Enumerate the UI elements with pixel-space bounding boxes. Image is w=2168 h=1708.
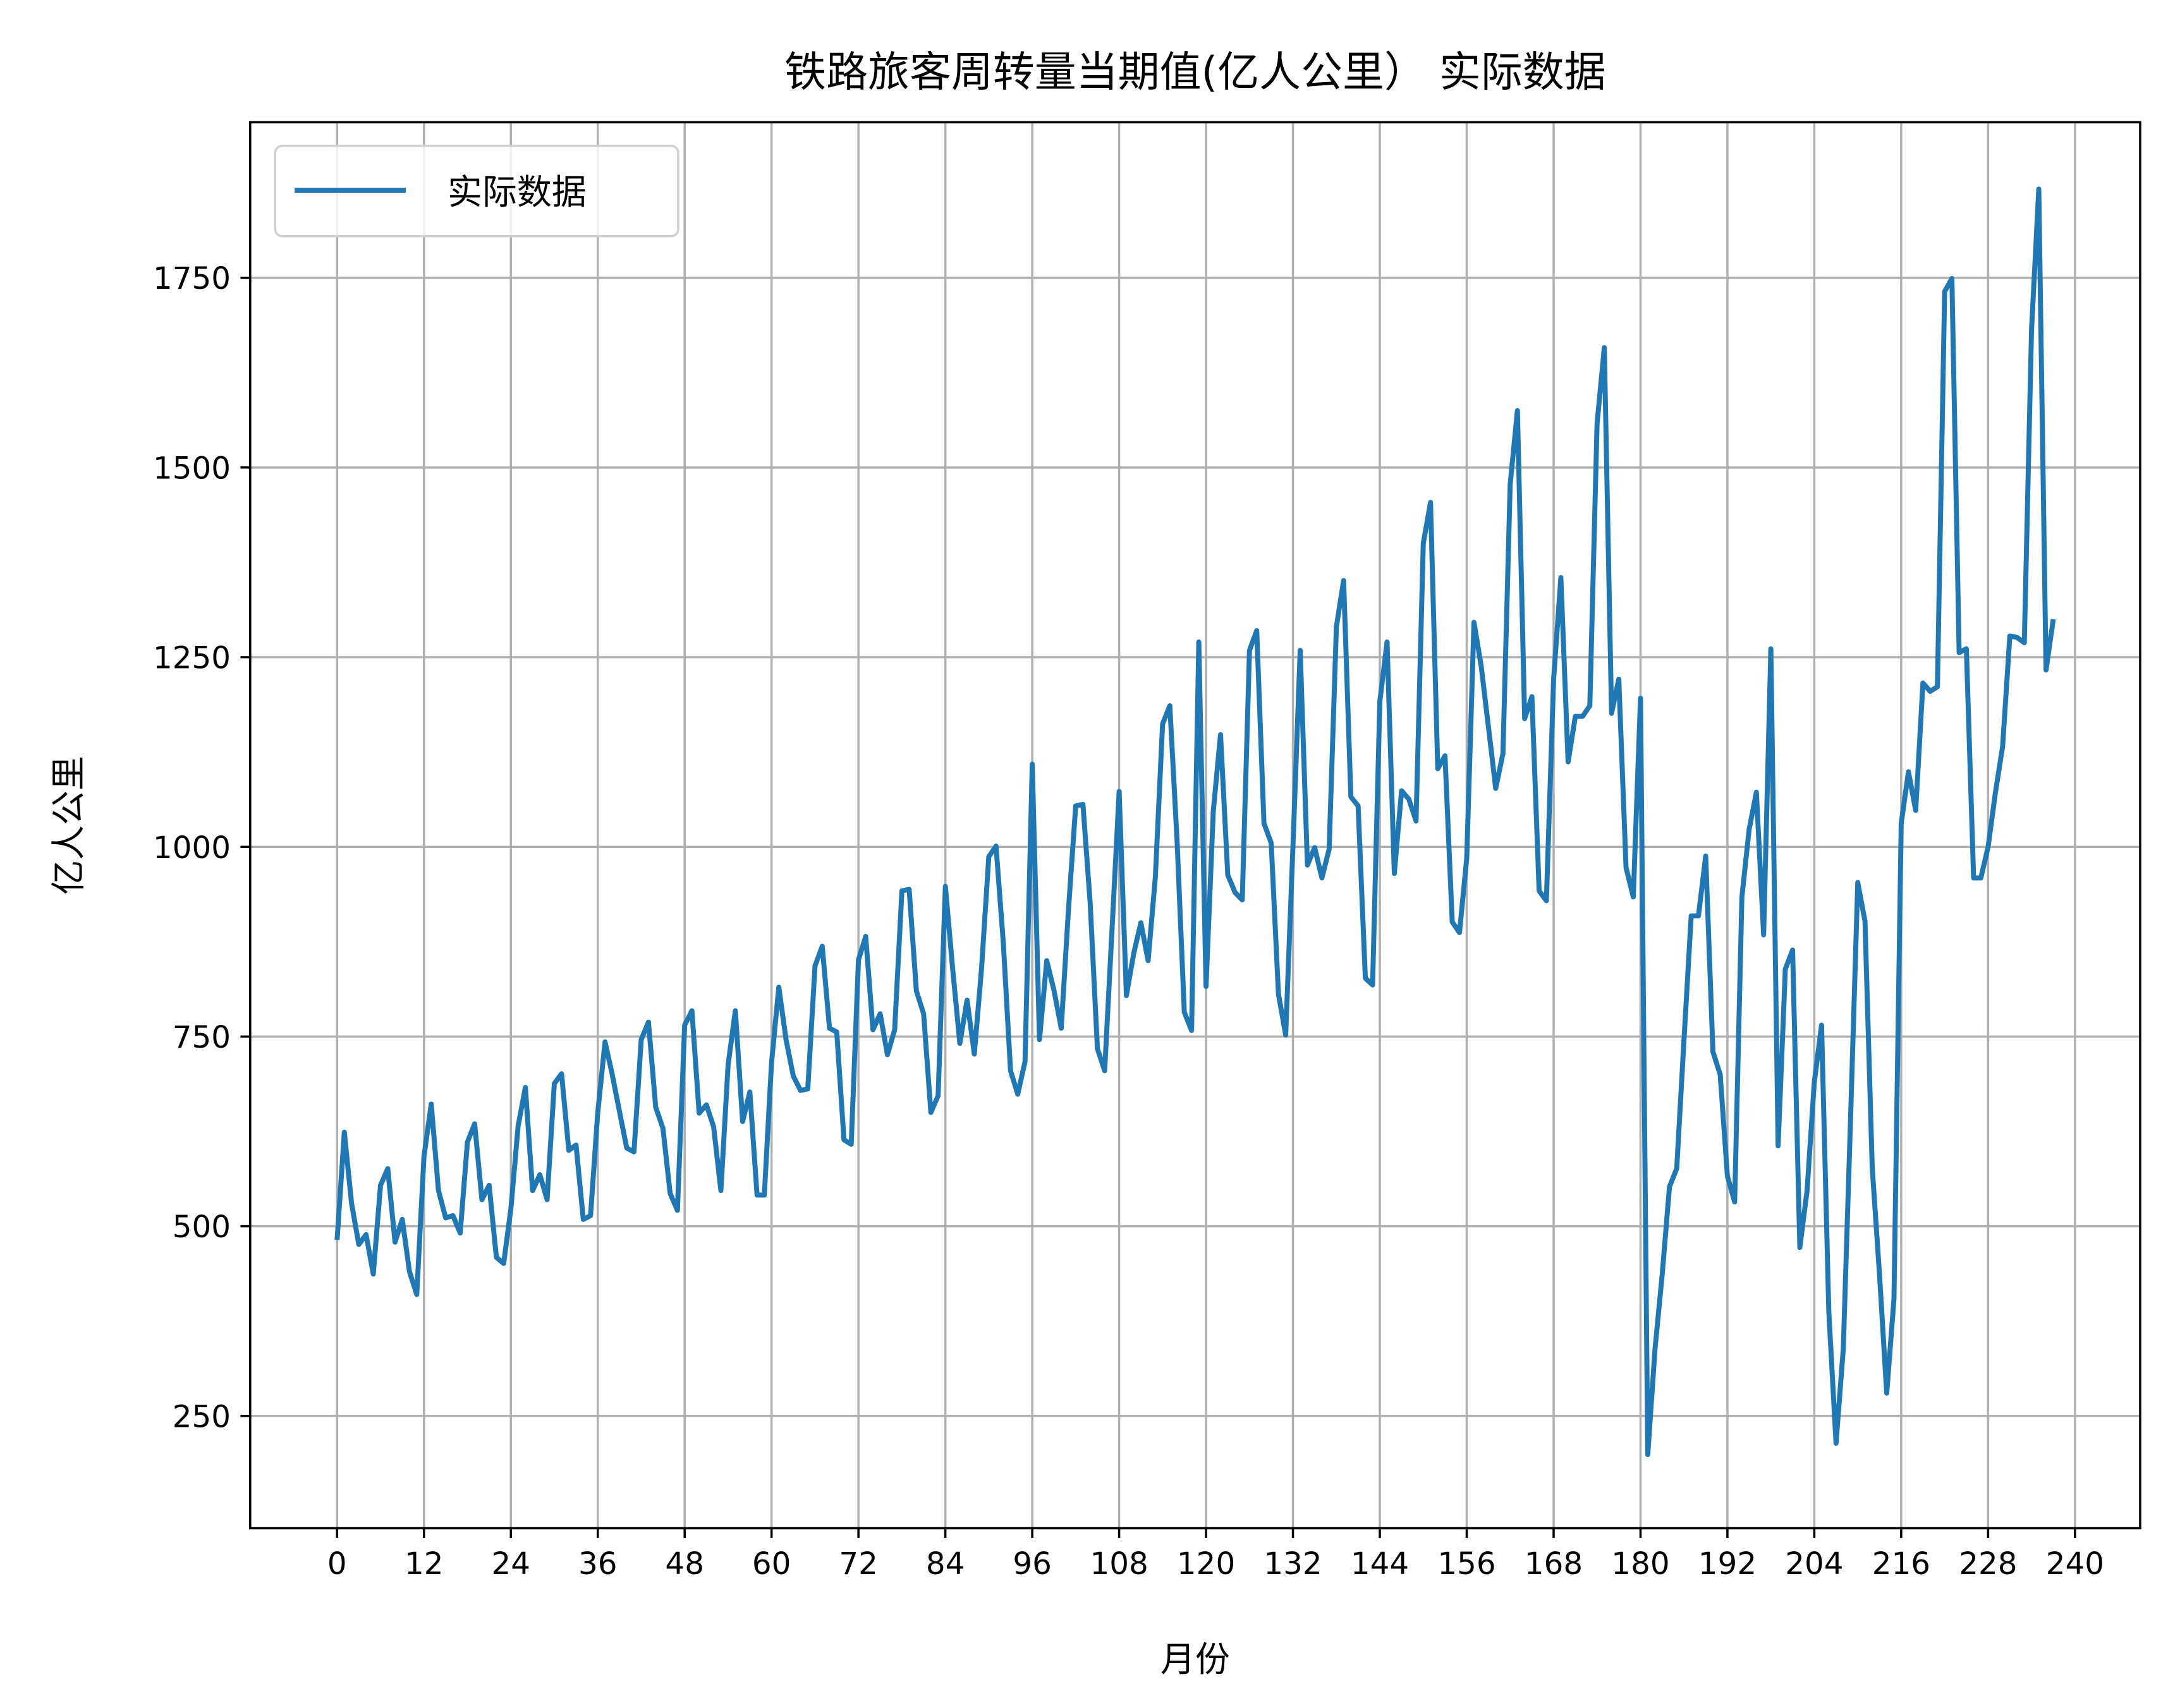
x-tick-label: 60 — [752, 1546, 791, 1582]
y-tick-label: 250 — [173, 1399, 231, 1434]
x-tick-label: 192 — [1698, 1546, 1757, 1582]
x-tick-label: 120 — [1177, 1546, 1235, 1582]
x-tick-label: 240 — [2046, 1546, 2104, 1582]
x-tick-label: 168 — [1525, 1546, 1583, 1582]
x-tick-label: 96 — [1013, 1546, 1052, 1582]
x-tick-label: 228 — [1959, 1546, 2017, 1582]
y-tick-label: 1250 — [153, 641, 231, 676]
legend: 实际数据 — [274, 145, 679, 238]
legend-label: 实际数据 — [448, 172, 587, 212]
x-tick-label: 180 — [1611, 1546, 1669, 1582]
y-tick-label: 1750 — [153, 261, 231, 296]
x-tick-label: 204 — [1785, 1546, 1843, 1582]
legend-box — [274, 145, 679, 238]
series-line-actual — [334, 186, 2056, 1457]
y-tick-label: 1500 — [153, 451, 231, 486]
chart-title: 铁路旅客周转量当期值(亿人公里） 实际数据 — [784, 47, 1606, 96]
x-tick-label: 84 — [926, 1546, 965, 1582]
x-tick-label: 132 — [1264, 1546, 1322, 1582]
x-tick-label: 216 — [1872, 1546, 1930, 1582]
y-tick-label: 500 — [173, 1209, 231, 1245]
plot-frame — [249, 121, 2141, 1530]
y-tick-label: 750 — [173, 1020, 231, 1055]
x-tick-label: 36 — [578, 1546, 618, 1582]
x-tick-label: 72 — [839, 1546, 878, 1582]
x-axis-label: 月份 — [1160, 1639, 1230, 1680]
x-tick-label: 108 — [1090, 1546, 1148, 1582]
x-tick-label: 156 — [1437, 1546, 1495, 1582]
series-layer — [334, 186, 2056, 1457]
x-tick-label: 12 — [405, 1546, 444, 1582]
x-tick-label: 24 — [491, 1546, 530, 1582]
x-tick-label: 0 — [327, 1546, 347, 1582]
y-tick-label: 1000 — [153, 830, 231, 866]
x-tick-label: 48 — [665, 1546, 704, 1582]
y-axis-label: 亿人公里 — [49, 756, 89, 895]
x-tick-label: 144 — [1351, 1546, 1409, 1582]
axis-ticks: 0 12 24 36 48 60 72 84 96 108 120 132 144 156 168 180 19… — [153, 261, 2104, 1582]
